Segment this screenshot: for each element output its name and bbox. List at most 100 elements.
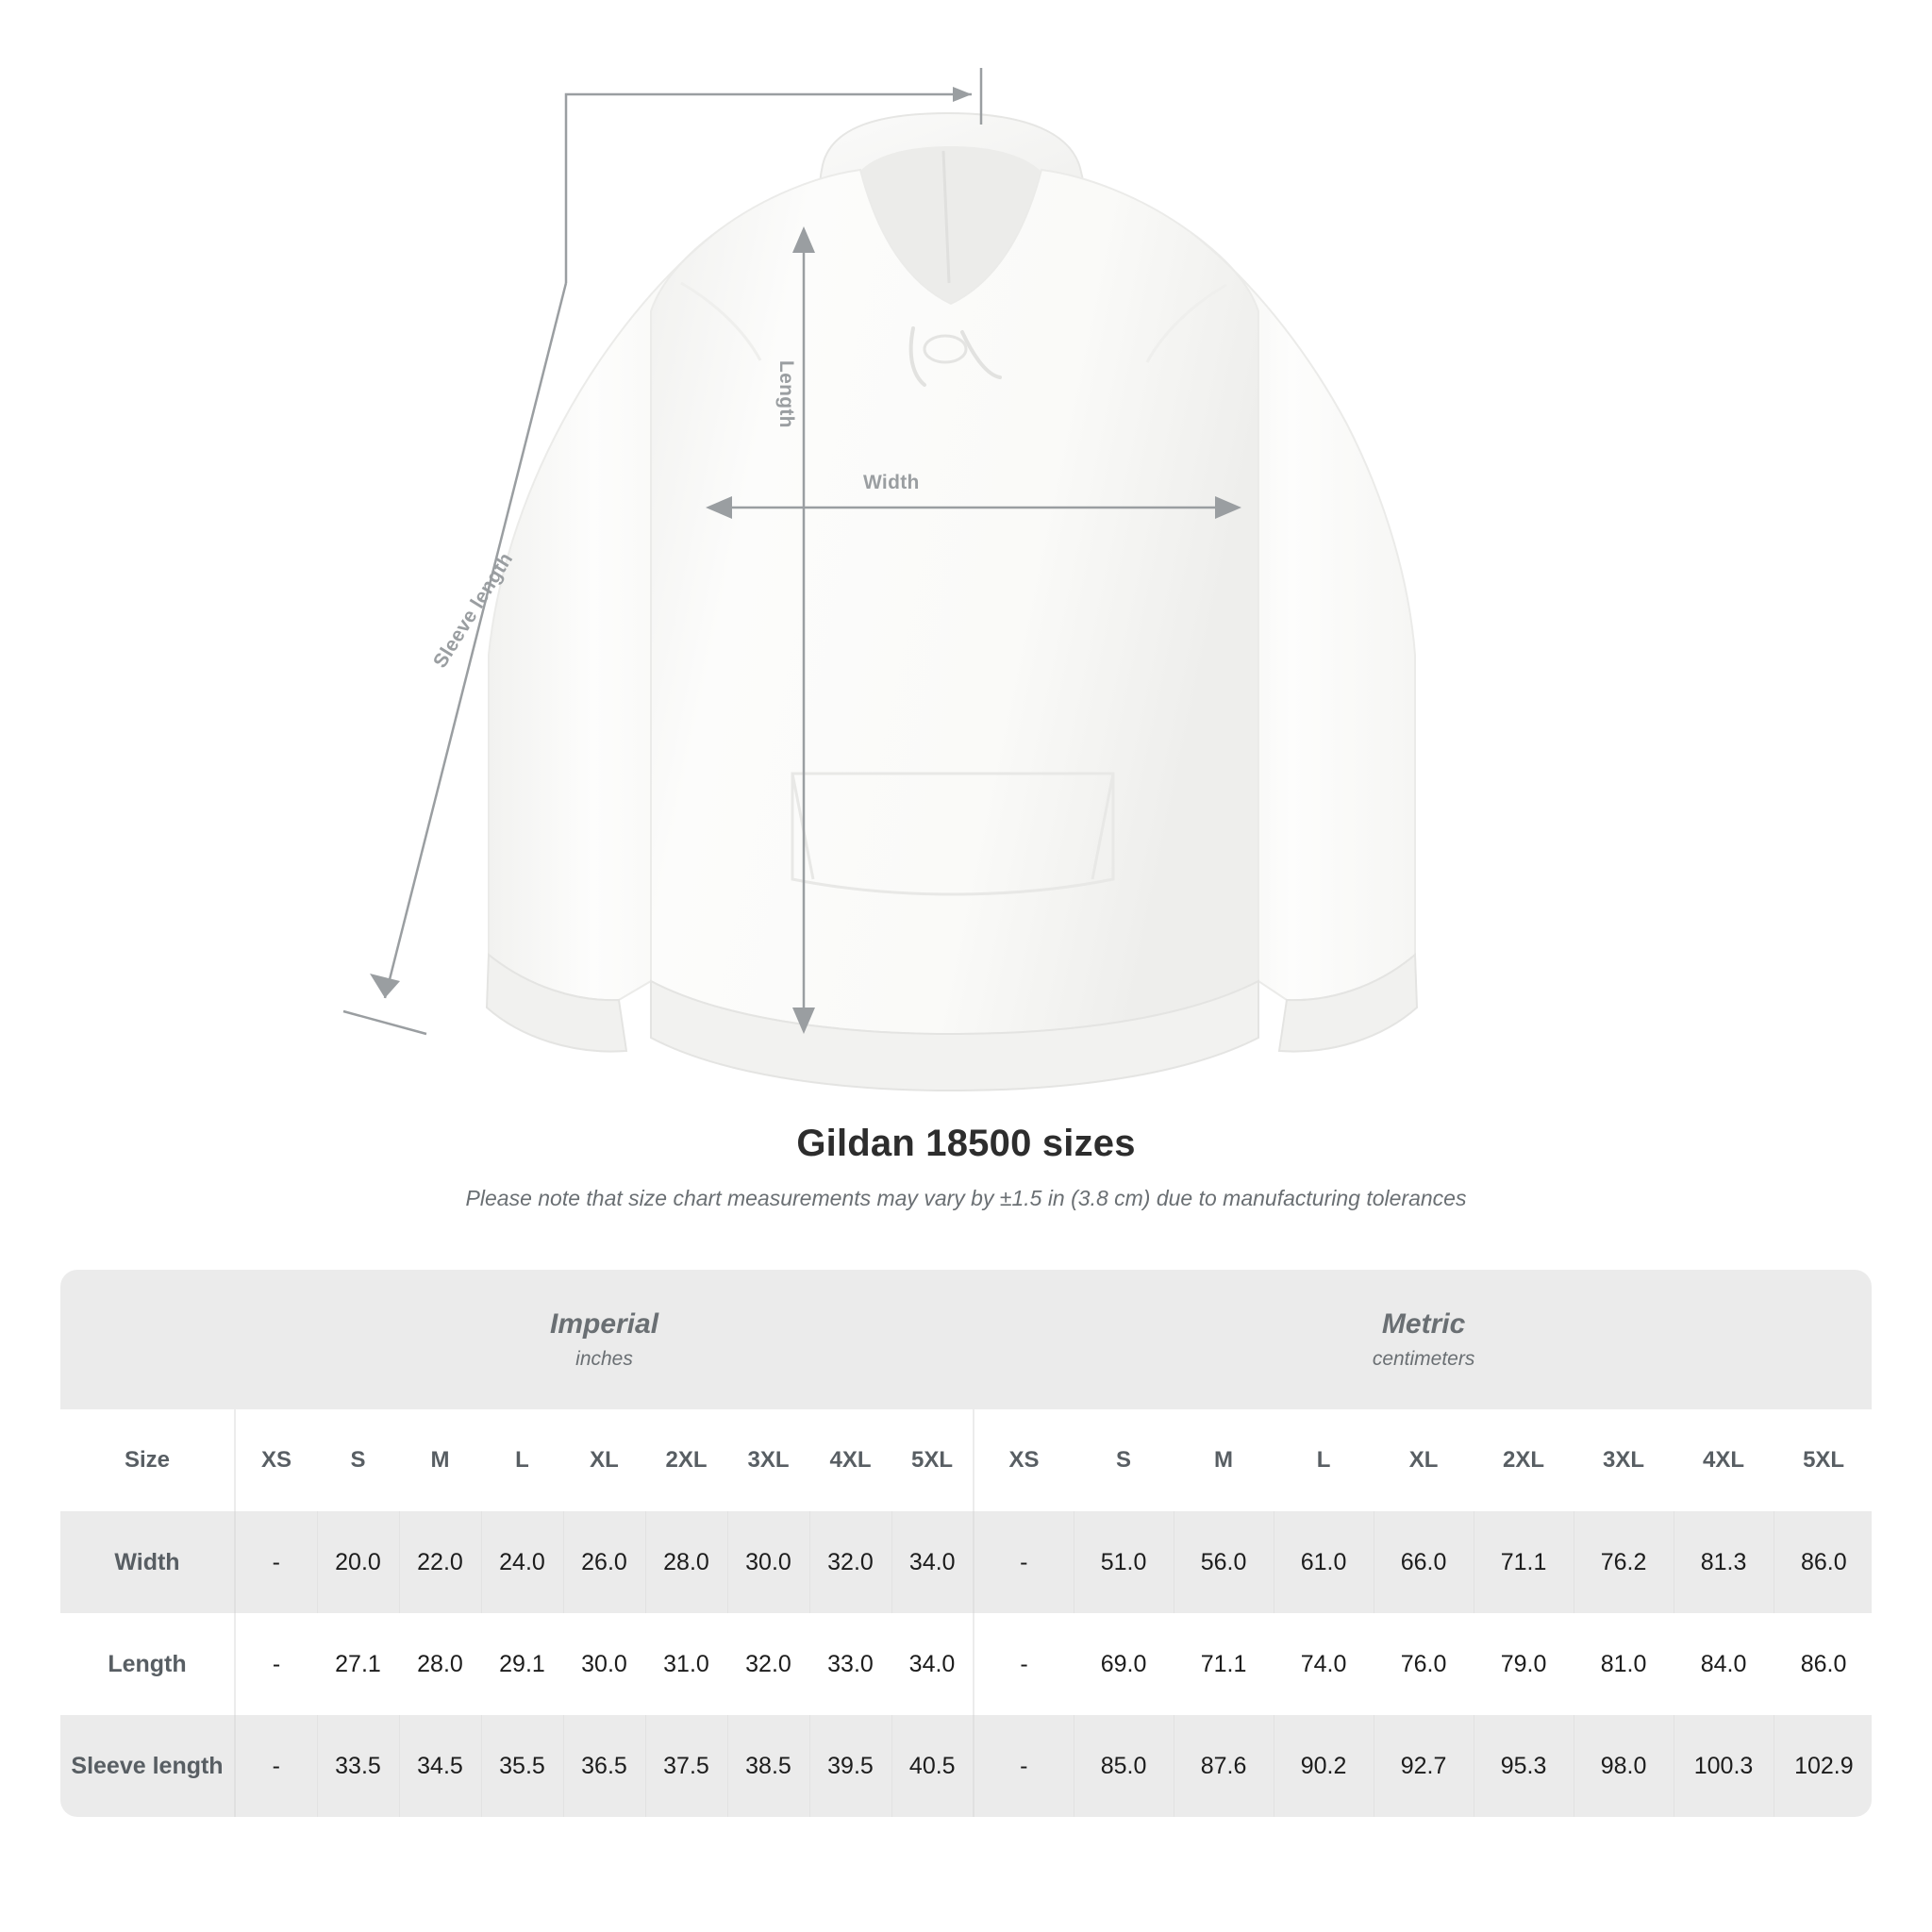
cell-length-imperial-m: 28.0: [399, 1613, 481, 1715]
size-header-metric-3xl: 3XL: [1574, 1409, 1674, 1511]
unit-group-imperial-name: Imperial: [549, 1307, 659, 1340]
cell-length-metric-3xl: 81.0: [1574, 1613, 1674, 1715]
cell-sleeve-imperial-5xl: 40.5: [891, 1715, 974, 1817]
size-header-imperial-5xl: 5XL: [891, 1409, 974, 1511]
cell-width-imperial-3xl: 30.0: [726, 1511, 809, 1613]
cell-sleeve-imperial-2xl: 37.5: [644, 1715, 727, 1817]
tolerance-note: Please note that size chart measurements…: [465, 1186, 1467, 1210]
length-dimension-label: Length: [775, 360, 797, 428]
size-header-metric-2xl: 2XL: [1474, 1409, 1574, 1511]
cell-sleeve-imperial-3xl: 38.5: [726, 1715, 809, 1817]
cell-length-imperial-xs: -: [234, 1613, 317, 1715]
cell-length-imperial-5xl: 34.0: [891, 1613, 974, 1715]
size-header-imperial-xl: XL: [563, 1409, 645, 1511]
cell-sleeve-imperial-l: 35.5: [480, 1715, 563, 1817]
measurement-lines: [342, 68, 1241, 1036]
cell-sleeve-metric-xs: -: [973, 1715, 1074, 1817]
size-header-imperial-m: M: [399, 1409, 481, 1511]
size-table: Imperial inches Metric centimeters Size …: [60, 1270, 1872, 1817]
size-table-container: Imperial inches Metric centimeters Size …: [60, 1270, 1872, 1817]
size-header-imperial-l: L: [481, 1409, 563, 1511]
cell-sleeve-metric-5xl: 102.9: [1773, 1715, 1872, 1817]
sleeve-length-end-tick: [342, 1009, 427, 1036]
cell-width-imperial-xl: 26.0: [562, 1511, 645, 1613]
width-arrow-right: [1215, 496, 1241, 519]
cell-sleeve-imperial-xl: 36.5: [562, 1715, 645, 1817]
cell-length-imperial-2xl: 31.0: [645, 1613, 727, 1715]
cell-width-metric-xs: -: [973, 1511, 1074, 1613]
cell-width-metric-xl: 66.0: [1373, 1511, 1474, 1613]
cell-width-imperial-5xl: 34.0: [891, 1511, 974, 1613]
unit-group-imperial-sub: inches: [575, 1348, 633, 1371]
cell-length-metric-4xl: 84.0: [1674, 1613, 1774, 1715]
width-dimension-label: Width: [863, 472, 920, 493]
size-header-imperial-xs: XS: [234, 1409, 317, 1511]
cell-sleeve-imperial-4xl: 39.5: [808, 1715, 891, 1817]
cell-width-imperial-m: 22.0: [398, 1511, 481, 1613]
table-row-width: Width - 20.0 22.0 24.0 26.0 28.0 30.0 32…: [60, 1511, 1872, 1613]
table-row-sleeve-length: Sleeve length - 33.5 34.5 35.5 36.5 37.5…: [60, 1715, 1872, 1817]
cell-length-metric-s: 69.0: [1074, 1613, 1174, 1715]
cell-sleeve-metric-s: 85.0: [1073, 1715, 1174, 1817]
cell-sleeve-metric-4xl: 100.3: [1673, 1715, 1774, 1817]
unit-header-spacer: [60, 1270, 235, 1409]
size-header-imperial-4xl: 4XL: [809, 1409, 891, 1511]
size-header-metric-xs: XS: [973, 1409, 1074, 1511]
cell-width-imperial-l: 24.0: [480, 1511, 563, 1613]
size-header-imperial-3xl: 3XL: [727, 1409, 809, 1511]
size-header-label: Size: [60, 1409, 235, 1511]
cell-length-imperial-xl: 30.0: [563, 1613, 645, 1715]
cell-sleeve-imperial-xs: -: [234, 1715, 317, 1817]
cell-sleeve-metric-2xl: 95.3: [1473, 1715, 1574, 1817]
cell-sleeve-imperial-s: 33.5: [316, 1715, 399, 1817]
cell-sleeve-metric-l: 90.2: [1273, 1715, 1374, 1817]
cell-width-metric-s: 51.0: [1073, 1511, 1174, 1613]
cell-length-metric-xs: -: [973, 1613, 1074, 1715]
cell-width-imperial-4xl: 32.0: [808, 1511, 891, 1613]
title-block: Gildan 18500 sizes Please note that size…: [0, 1123, 1932, 1211]
unit-group-metric-sub: centimeters: [1372, 1348, 1475, 1371]
cell-width-metric-3xl: 76.2: [1573, 1511, 1674, 1613]
size-header-metric-s: S: [1074, 1409, 1174, 1511]
size-header-imperial-s: S: [317, 1409, 399, 1511]
page-title: Gildan 18500 sizes: [796, 1123, 1136, 1164]
cell-length-metric-5xl: 86.0: [1774, 1613, 1872, 1715]
cell-length-imperial-3xl: 32.0: [727, 1613, 809, 1715]
cell-sleeve-metric-3xl: 98.0: [1573, 1715, 1674, 1817]
width-arrow-left: [706, 496, 732, 519]
cell-width-metric-l: 61.0: [1273, 1511, 1374, 1613]
cell-length-imperial-s: 27.1: [317, 1613, 399, 1715]
unit-group-metric: Metric centimeters: [974, 1270, 1872, 1409]
cell-length-metric-m: 71.1: [1174, 1613, 1274, 1715]
cell-width-imperial-2xl: 28.0: [644, 1511, 727, 1613]
cell-width-metric-5xl: 86.0: [1773, 1511, 1872, 1613]
cell-sleeve-metric-xl: 92.7: [1373, 1715, 1474, 1817]
length-arrow-top: [792, 226, 815, 253]
sleeve-leader-line: [564, 92, 972, 283]
size-header-metric-l: L: [1274, 1409, 1374, 1511]
size-header-metric-xl: XL: [1374, 1409, 1474, 1511]
hoodie-illustration: [342, 68, 1419, 1092]
unit-group-metric-name: Metric: [1381, 1307, 1466, 1340]
unit-group-imperial: Imperial inches: [235, 1270, 974, 1409]
row-label-width: Width: [60, 1511, 235, 1613]
cell-length-metric-l: 74.0: [1274, 1613, 1374, 1715]
sleeve-leader-arrow: [953, 87, 972, 102]
cell-width-metric-4xl: 81.3: [1673, 1511, 1774, 1613]
garment-diagram: Length Width Sleeve length: [342, 68, 1419, 1092]
cell-width-imperial-xs: -: [234, 1511, 317, 1613]
size-header-metric-m: M: [1174, 1409, 1274, 1511]
sleeve-length-line: [383, 282, 568, 999]
cell-length-metric-xl: 76.0: [1374, 1613, 1474, 1715]
length-arrow-bottom: [792, 1008, 815, 1034]
cell-length-imperial-l: 29.1: [481, 1613, 563, 1715]
cell-sleeve-imperial-m: 34.5: [398, 1715, 481, 1817]
table-row-length: Length - 27.1 28.0 29.1 30.0 31.0 32.0 3…: [60, 1613, 1872, 1715]
size-header-metric-4xl: 4XL: [1674, 1409, 1774, 1511]
hoodie-shape: [485, 111, 1419, 1092]
cell-width-metric-m: 56.0: [1173, 1511, 1274, 1613]
size-header-row: Size XS S M L XL 2XL 3XL 4XL 5XL XS S M …: [60, 1409, 1872, 1511]
unit-header-row: Imperial inches Metric centimeters: [60, 1270, 1872, 1409]
sleeve-length-arrow: [370, 974, 400, 998]
